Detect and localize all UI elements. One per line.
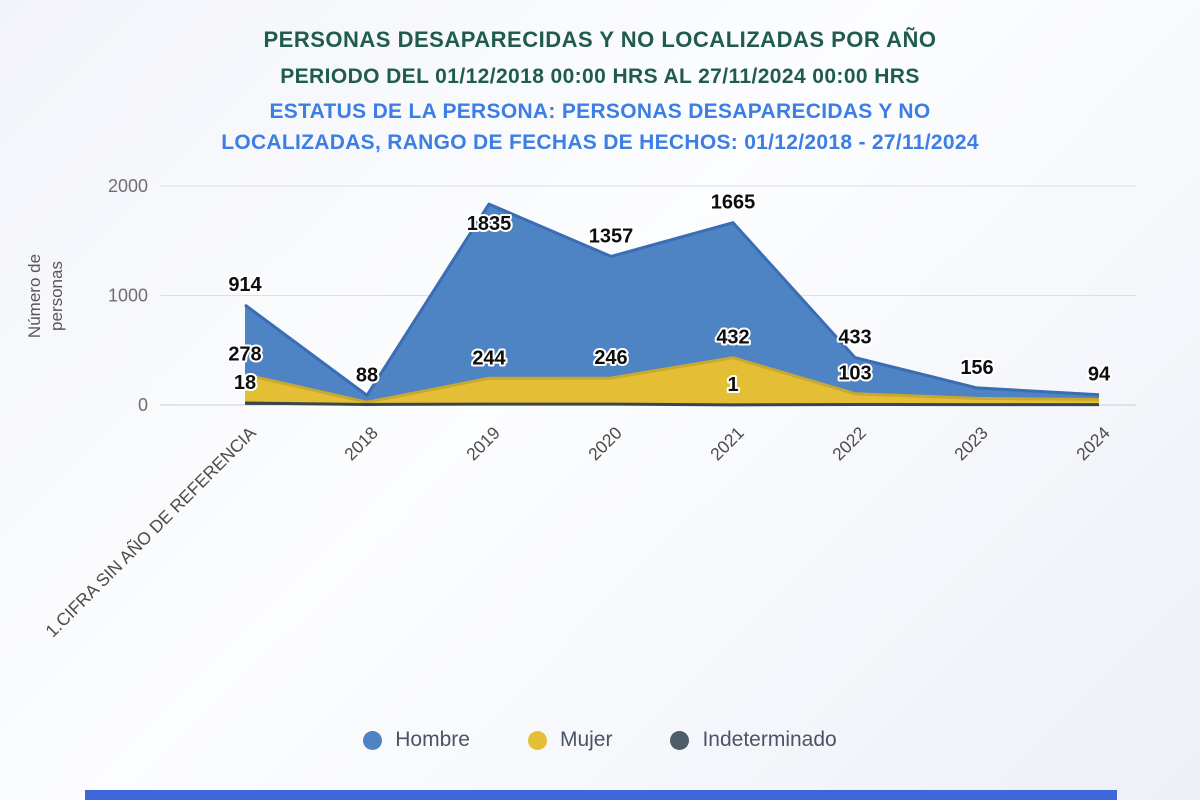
chart-status-subtitle: ESTATUS DE LA PERSONA: PERSONAS DESAPARE… [0,96,1200,158]
svg-text:2023: 2023 [950,423,992,465]
svg-text:2019: 2019 [462,423,504,465]
legend-swatch-indeterminado [670,730,690,750]
chart-legend: Hombre Mujer Indeterminado [0,728,1200,752]
svg-text:914: 914 [228,274,262,296]
svg-text:1: 1 [727,374,738,396]
svg-text:2018: 2018 [340,423,382,465]
svg-text:2020: 2020 [584,423,626,465]
svg-text:1.CIFRA SIN AÑO DE REFERENCIA: 1.CIFRA SIN AÑO DE REFERENCIA [41,422,260,641]
svg-text:432: 432 [716,327,749,349]
svg-text:2021: 2021 [706,423,748,465]
legend-item-mujer[interactable]: Mujer [527,728,613,752]
chart-period-subtitle: PERIODO DEL 01/12/2018 00:00 HRS AL 27/1… [280,65,920,88]
svg-text:433: 433 [838,327,871,349]
svg-text:2024: 2024 [1072,423,1114,465]
legend-swatch-mujer [527,730,547,750]
svg-text:2000: 2000 [108,176,148,196]
legend-label-mujer: Mujer [559,728,613,751]
svg-text:278: 278 [228,344,261,366]
legend-swatch-hombre [363,730,383,750]
svg-text:156: 156 [960,357,993,379]
svg-text:2022: 2022 [828,423,870,465]
legend-label-indeterminado: Indeterminado [702,728,837,751]
svg-text:1357: 1357 [589,225,634,247]
svg-text:0: 0 [138,395,148,415]
legend-label-hombre: Hombre [395,728,470,751]
svg-text:1665: 1665 [711,192,756,214]
svg-text:103: 103 [838,363,871,385]
svg-text:246: 246 [594,347,627,369]
svg-text:94: 94 [1088,364,1111,386]
svg-text:88: 88 [356,364,378,386]
status-subtitle-line2: LOCALIZADAS, RANGO DE FECHAS DE HECHOS: … [221,131,979,154]
svg-text:244: 244 [472,347,506,369]
svg-text:1835: 1835 [467,213,512,235]
status-subtitle-line1: ESTATUS DE LA PERSONA: PERSONAS DESAPARE… [269,100,931,123]
svg-text:1000: 1000 [108,286,148,306]
chart-titles: PERSONAS DESAPARECIDAS Y NO LOCALIZADAS … [0,27,1200,158]
chart-title: PERSONAS DESAPARECIDAS Y NO LOCALIZADAS … [263,27,937,52]
legend-item-hombre[interactable]: Hombre [363,728,470,752]
svg-text:18: 18 [234,372,256,394]
footer-accent-bar [85,790,1117,800]
legend-item-indeterminado[interactable]: Indeterminado [670,728,837,752]
